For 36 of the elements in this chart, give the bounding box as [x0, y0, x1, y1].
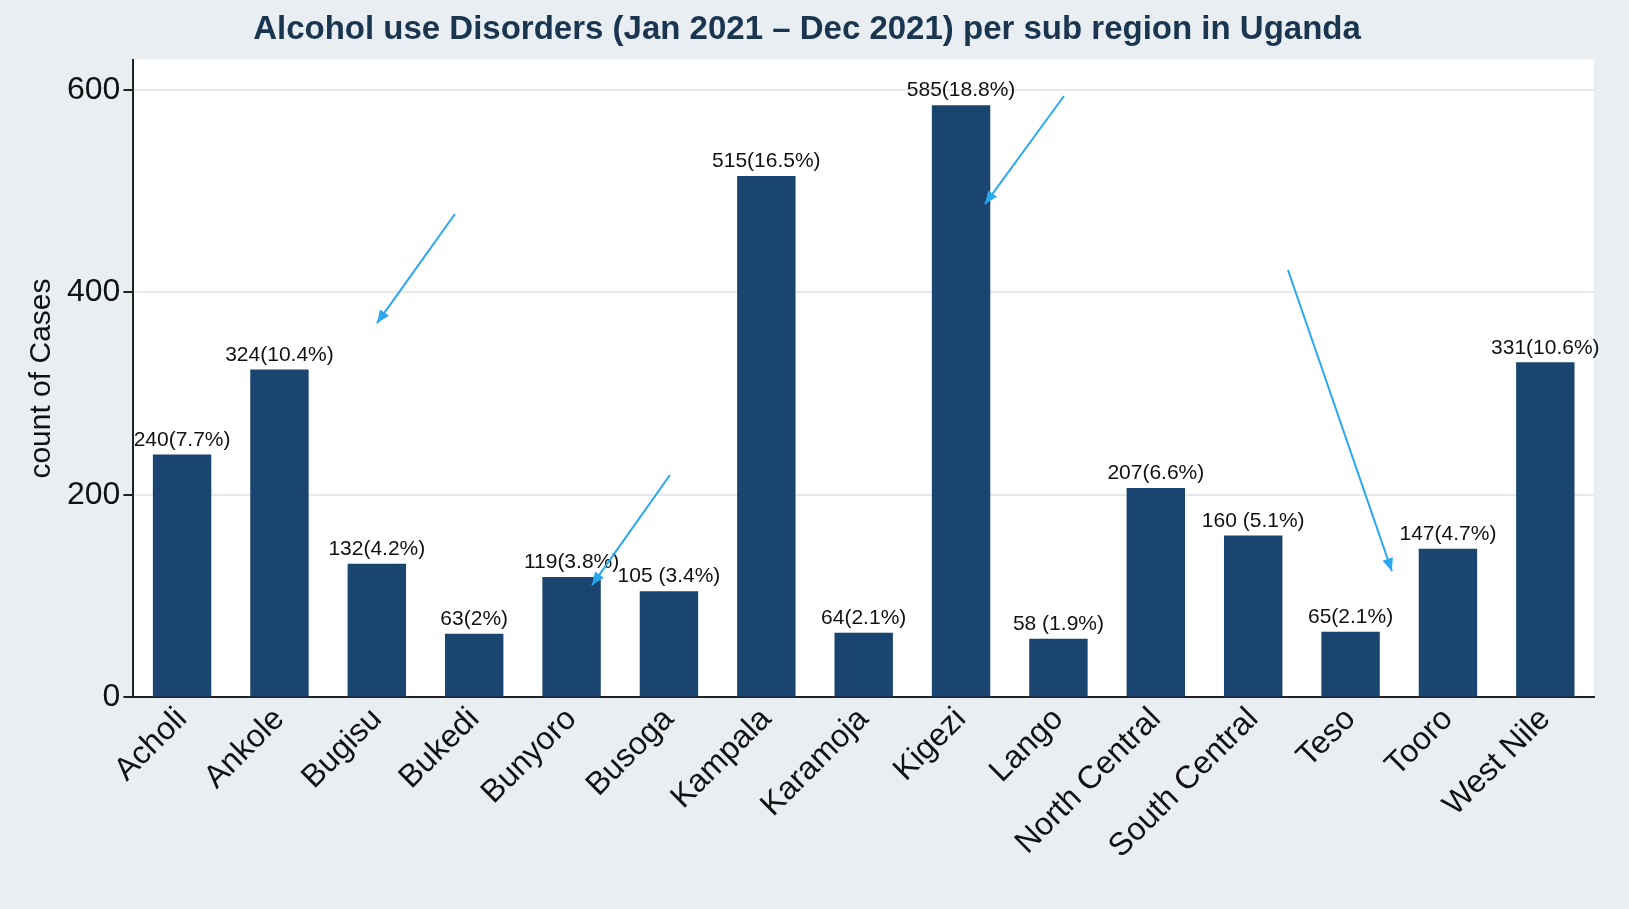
y-tick-label: 0 — [102, 677, 121, 714]
chart-title: Alcohol use Disorders (Jan 2021 – Dec 2021) per sub region in Uganda — [253, 8, 1362, 46]
data-label: 240(7.7%) — [133, 426, 231, 450]
bar — [1223, 535, 1283, 697]
bar — [737, 176, 796, 697]
data-label: 147(4.7%) — [1399, 520, 1497, 544]
bar — [152, 454, 212, 697]
data-label: 331(10.6%) — [1491, 334, 1600, 358]
data-label: 63(2%) — [440, 605, 509, 629]
data-label: 207(6.6%) — [1107, 460, 1205, 484]
bar — [347, 563, 407, 697]
bar — [1126, 487, 1186, 697]
bar — [1029, 638, 1088, 697]
y-tick-label: 400 — [67, 272, 121, 309]
bar — [834, 632, 893, 697]
data-label: 105 (3.4%) — [617, 563, 721, 587]
data-label: 515(16.5%) — [712, 148, 821, 172]
bar — [931, 105, 991, 697]
x-tick-label: Teso — [1288, 699, 1362, 774]
bar — [1418, 548, 1478, 697]
data-label: 58 (1.9%) — [1012, 611, 1104, 635]
data-label: 132(4.2%) — [328, 536, 426, 560]
y-tick-label: 200 — [67, 474, 121, 511]
data-label: 324(10.4%) — [225, 341, 334, 365]
bar — [542, 577, 601, 697]
bar — [1321, 631, 1380, 697]
bar — [639, 591, 699, 697]
data-label: 65(2.1%) — [1307, 603, 1394, 627]
bar — [1516, 362, 1575, 697]
y-axis-title: count of Cases — [23, 278, 57, 479]
bar — [250, 369, 309, 697]
data-label: 160 (5.1%) — [1201, 507, 1305, 531]
data-label: 585(18.8%) — [906, 77, 1016, 101]
y-tick-label: 600 — [67, 69, 121, 106]
data-label: 64(2.1%) — [821, 604, 907, 628]
bar — [444, 633, 504, 697]
